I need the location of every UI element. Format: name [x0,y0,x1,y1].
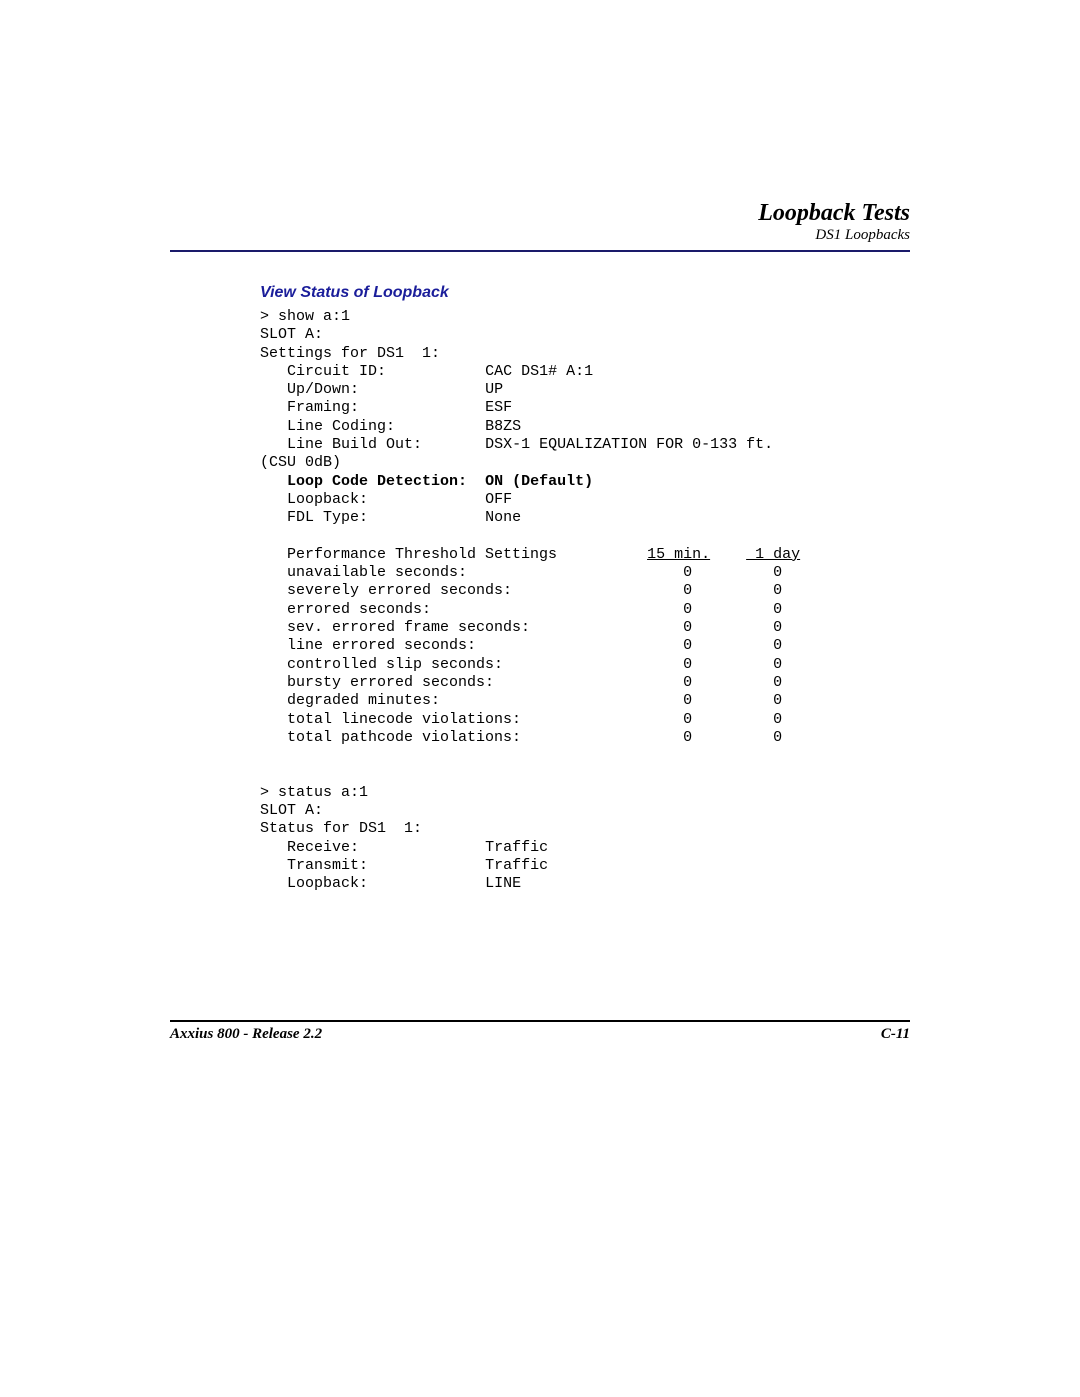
field-label: Line Coding: [287,418,395,435]
perf-row-c1: 0 [683,619,692,636]
csu-line: (CSU 0dB) [260,454,341,471]
perf-row-c2: 0 [773,582,782,599]
perf-row-label: sev. errored frame seconds: [287,619,530,636]
page-footer: Axxius 800 - Release 2.2 C-11 [170,1020,910,1043]
perf-row-c1: 0 [683,692,692,709]
terminal-output: > show a:1 SLOT A: Settings for DS1 1: C… [260,308,910,894]
page-header: Loopback Tests DS1 Loopbacks [170,200,910,252]
field-label: FDL Type: [287,509,368,526]
header-subtitle: DS1 Loopbacks [170,227,910,244]
field-label: Loopback: [287,491,368,508]
footer-right: C-11 [881,1026,910,1043]
perf-row-label: total linecode violations: [287,711,521,728]
settings-for: Settings for DS1 1: [260,345,440,362]
section-title: View Status of Loopback [260,284,910,302]
perf-col1: 15 min. [647,546,710,563]
perf-row-label: errored seconds: [287,601,431,618]
status-for: Status for DS1 1: [260,820,422,837]
footer-rule [170,1020,910,1022]
perf-row-label: line errored seconds: [287,637,476,654]
status-label: Loopback: [287,875,368,892]
field-value: UP [485,381,503,398]
perf-header-label: Performance Threshold Settings [287,546,557,563]
perf-row-label: controlled slip seconds: [287,656,503,673]
field-label-bold: Loop Code Detection: [287,473,467,490]
perf-row-label: total pathcode violations: [287,729,521,746]
field-value-bold: ON (Default) [485,473,593,490]
perf-row-c1: 0 [683,637,692,654]
perf-col2: 1 day [746,546,800,563]
perf-row-c1: 0 [683,582,692,599]
field-value: CAC DS1# A:1 [485,363,593,380]
perf-row-c2: 0 [773,564,782,581]
field-label: Framing: [287,399,359,416]
perf-row-c1: 0 [683,656,692,673]
perf-row-label: degraded minutes: [287,692,440,709]
field-value: DSX-1 EQUALIZATION FOR 0-133 ft. [485,436,773,453]
footer-left: Axxius 800 - Release 2.2 [170,1026,322,1043]
status-value: Traffic [485,857,548,874]
perf-row-c2: 0 [773,674,782,691]
perf-row-label: severely errored seconds: [287,582,512,599]
perf-row-c1: 0 [683,674,692,691]
slot-line: SLOT A: [260,326,323,343]
slot-line-2: SLOT A: [260,802,323,819]
field-label: Line Build Out: [287,436,422,453]
perf-row-c1: 0 [683,729,692,746]
field-value: OFF [485,491,512,508]
field-value: B8ZS [485,418,521,435]
perf-row-c2: 0 [773,619,782,636]
field-label: Up/Down: [287,381,359,398]
perf-row-c1: 0 [683,564,692,581]
header-title: Loopback Tests [170,200,910,227]
status-value: Traffic [485,839,548,856]
perf-row-c2: 0 [773,729,782,746]
perf-row-c2: 0 [773,656,782,673]
cmd-show: > show a:1 [260,308,350,325]
status-label: Transmit: [287,857,368,874]
perf-row-label: unavailable seconds: [287,564,467,581]
status-value: LINE [485,875,521,892]
perf-row-c2: 0 [773,601,782,618]
perf-row-c1: 0 [683,601,692,618]
cmd-status: > status a:1 [260,784,368,801]
field-value: ESF [485,399,512,416]
status-label: Receive: [287,839,359,856]
perf-row-c2: 0 [773,711,782,728]
field-value: None [485,509,521,526]
field-label: Circuit ID: [287,363,386,380]
perf-row-c2: 0 [773,692,782,709]
perf-row-c1: 0 [683,711,692,728]
perf-row-label: bursty errored seconds: [287,674,494,691]
perf-row-c2: 0 [773,637,782,654]
